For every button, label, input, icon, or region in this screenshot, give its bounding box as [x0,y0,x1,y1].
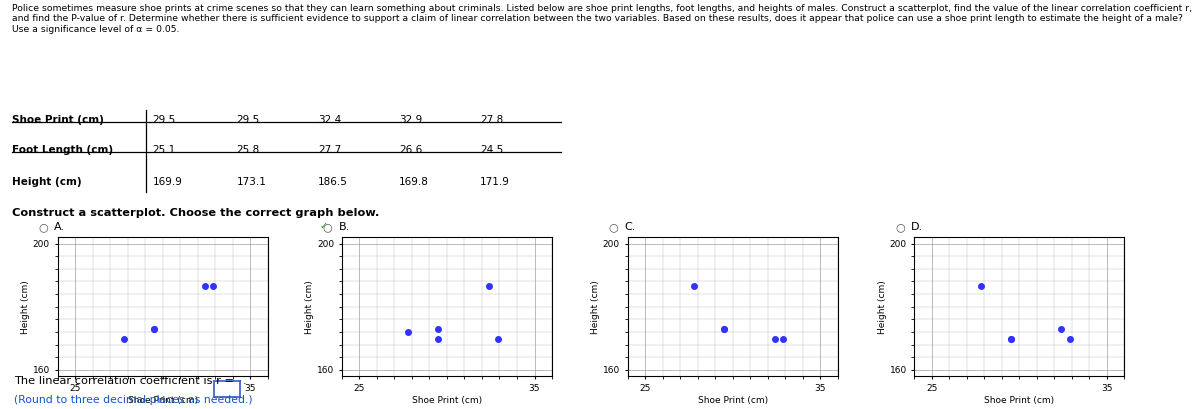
Point [488,336,508,342]
Y-axis label: Height (cm): Height (cm) [590,280,600,334]
Text: 169.8: 169.8 [398,178,428,187]
Text: Height (cm): Height (cm) [12,178,82,187]
Text: ○: ○ [608,222,618,232]
Text: Construct a scatterplot. Choose the correct graph below.: Construct a scatterplot. Choose the corr… [12,208,379,218]
Text: 29.5: 29.5 [236,115,260,125]
Point [428,335,448,342]
Point [1061,336,1080,342]
Point [1001,335,1020,342]
Y-axis label: Height (cm): Height (cm) [877,280,887,334]
Text: Foot Length (cm): Foot Length (cm) [12,145,113,155]
Text: 171.9: 171.9 [480,178,510,187]
Text: A.: A. [54,222,65,232]
Text: Shoe Print (cm): Shoe Print (cm) [12,115,104,125]
Text: Police sometimes measure shoe prints at crime scenes so that they can learn some: Police sometimes measure shoe prints at … [12,4,1192,34]
Text: 32.4: 32.4 [318,115,341,125]
Point [766,335,785,342]
Point [144,325,163,332]
Point [114,335,133,342]
Text: ○: ○ [38,222,48,232]
Text: ○: ○ [323,222,332,232]
Text: 26.6: 26.6 [398,145,422,155]
Point [684,283,703,290]
Text: B.: B. [338,222,349,232]
Text: ✓: ✓ [320,221,328,231]
Point [204,283,223,290]
Text: 24.5: 24.5 [480,145,503,155]
Point [714,325,733,332]
Point [479,283,499,290]
Text: 173.1: 173.1 [236,178,266,187]
Point [398,329,418,336]
Text: .: . [242,376,246,386]
Point [1001,336,1020,342]
Y-axis label: Height (cm): Height (cm) [305,280,314,334]
Text: 25.8: 25.8 [236,145,260,155]
X-axis label: Shoe Print (cm): Shoe Print (cm) [127,396,198,405]
Text: 169.9: 169.9 [152,178,182,187]
Point [1052,325,1072,332]
Point [194,283,214,290]
Text: ○: ○ [895,222,905,232]
Text: 29.5: 29.5 [152,115,175,125]
X-axis label: Shoe Print (cm): Shoe Print (cm) [412,396,482,405]
Point [774,335,793,342]
X-axis label: Shoe Print (cm): Shoe Print (cm) [984,396,1055,405]
Y-axis label: Height (cm): Height (cm) [20,280,30,334]
Text: 27.8: 27.8 [480,115,503,125]
Text: D.: D. [911,222,923,232]
X-axis label: Shoe Print (cm): Shoe Print (cm) [697,396,768,405]
Text: C.: C. [624,222,635,232]
Text: 32.9: 32.9 [398,115,422,125]
Point [428,325,448,332]
Point [144,325,163,332]
Text: 186.5: 186.5 [318,178,348,187]
Text: (Round to three decimal places as needed.): (Round to three decimal places as needed… [14,395,253,405]
Point [971,283,990,290]
Point [714,325,733,332]
Text: 27.7: 27.7 [318,145,341,155]
Text: 25.1: 25.1 [152,145,175,155]
Text: The linear correlation coefficient is r =: The linear correlation coefficient is r … [14,376,234,386]
